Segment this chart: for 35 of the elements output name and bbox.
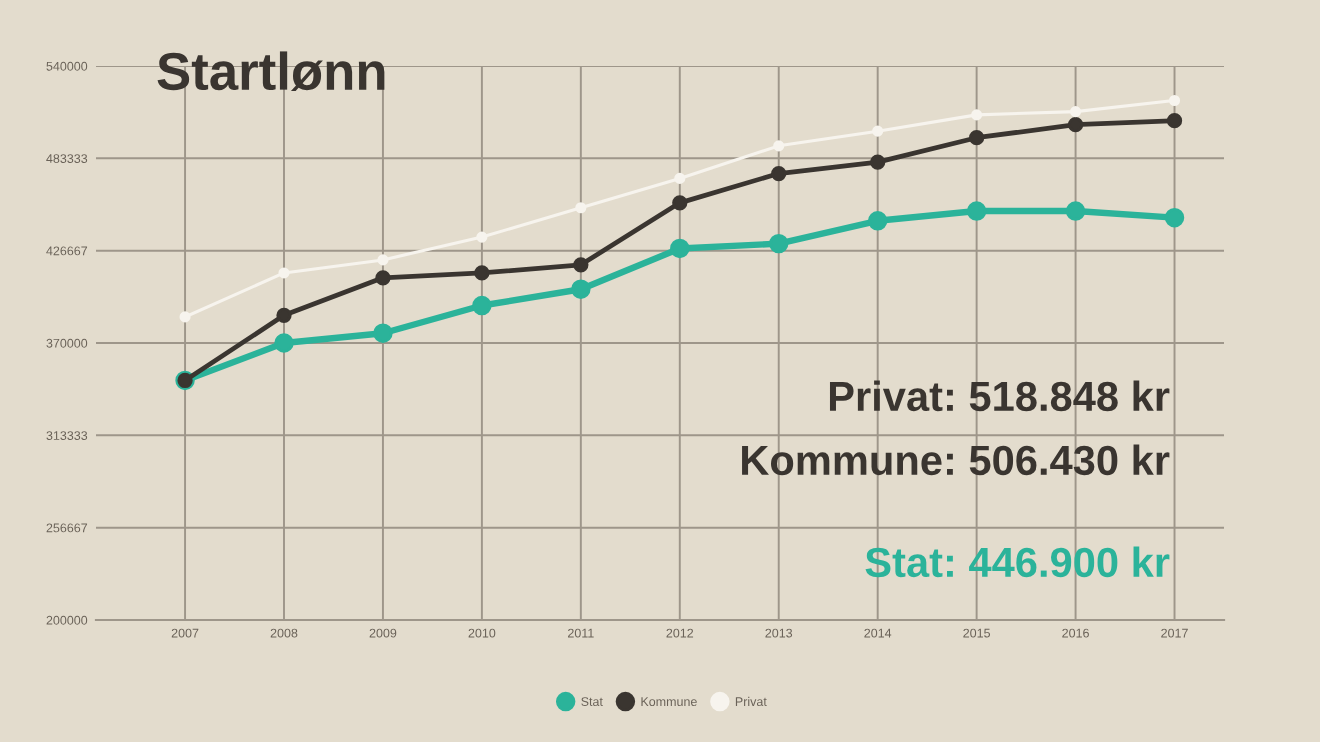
point (472, 295, 492, 316)
point (1166, 113, 1183, 129)
annotation: Kommune: 506.430 kr (742, 444, 1170, 476)
point (573, 257, 589, 273)
point (870, 154, 886, 170)
point (1070, 106, 1082, 118)
point (971, 109, 983, 121)
point (670, 238, 690, 259)
point (278, 267, 290, 279)
point (674, 172, 686, 184)
point (474, 265, 490, 281)
point (575, 202, 587, 214)
point (179, 311, 191, 323)
point (1164, 207, 1185, 228)
point (672, 195, 688, 211)
point (872, 125, 884, 137)
annotation: Stat: 446.900 kr (865, 546, 1170, 578)
point (1168, 94, 1181, 107)
point (276, 307, 292, 323)
point (771, 165, 787, 182)
annotation: Privat: 518.848 kr (829, 380, 1170, 412)
point (769, 233, 789, 254)
chart-title: Startlønn (157, 51, 385, 92)
point (375, 270, 391, 286)
point (1065, 201, 1086, 221)
point (274, 333, 294, 353)
point (373, 323, 393, 343)
point (377, 254, 389, 266)
point (1067, 117, 1084, 133)
point (773, 140, 785, 152)
point (968, 130, 985, 146)
point (571, 279, 591, 299)
point (966, 201, 987, 221)
point (476, 231, 488, 243)
point (867, 211, 888, 231)
